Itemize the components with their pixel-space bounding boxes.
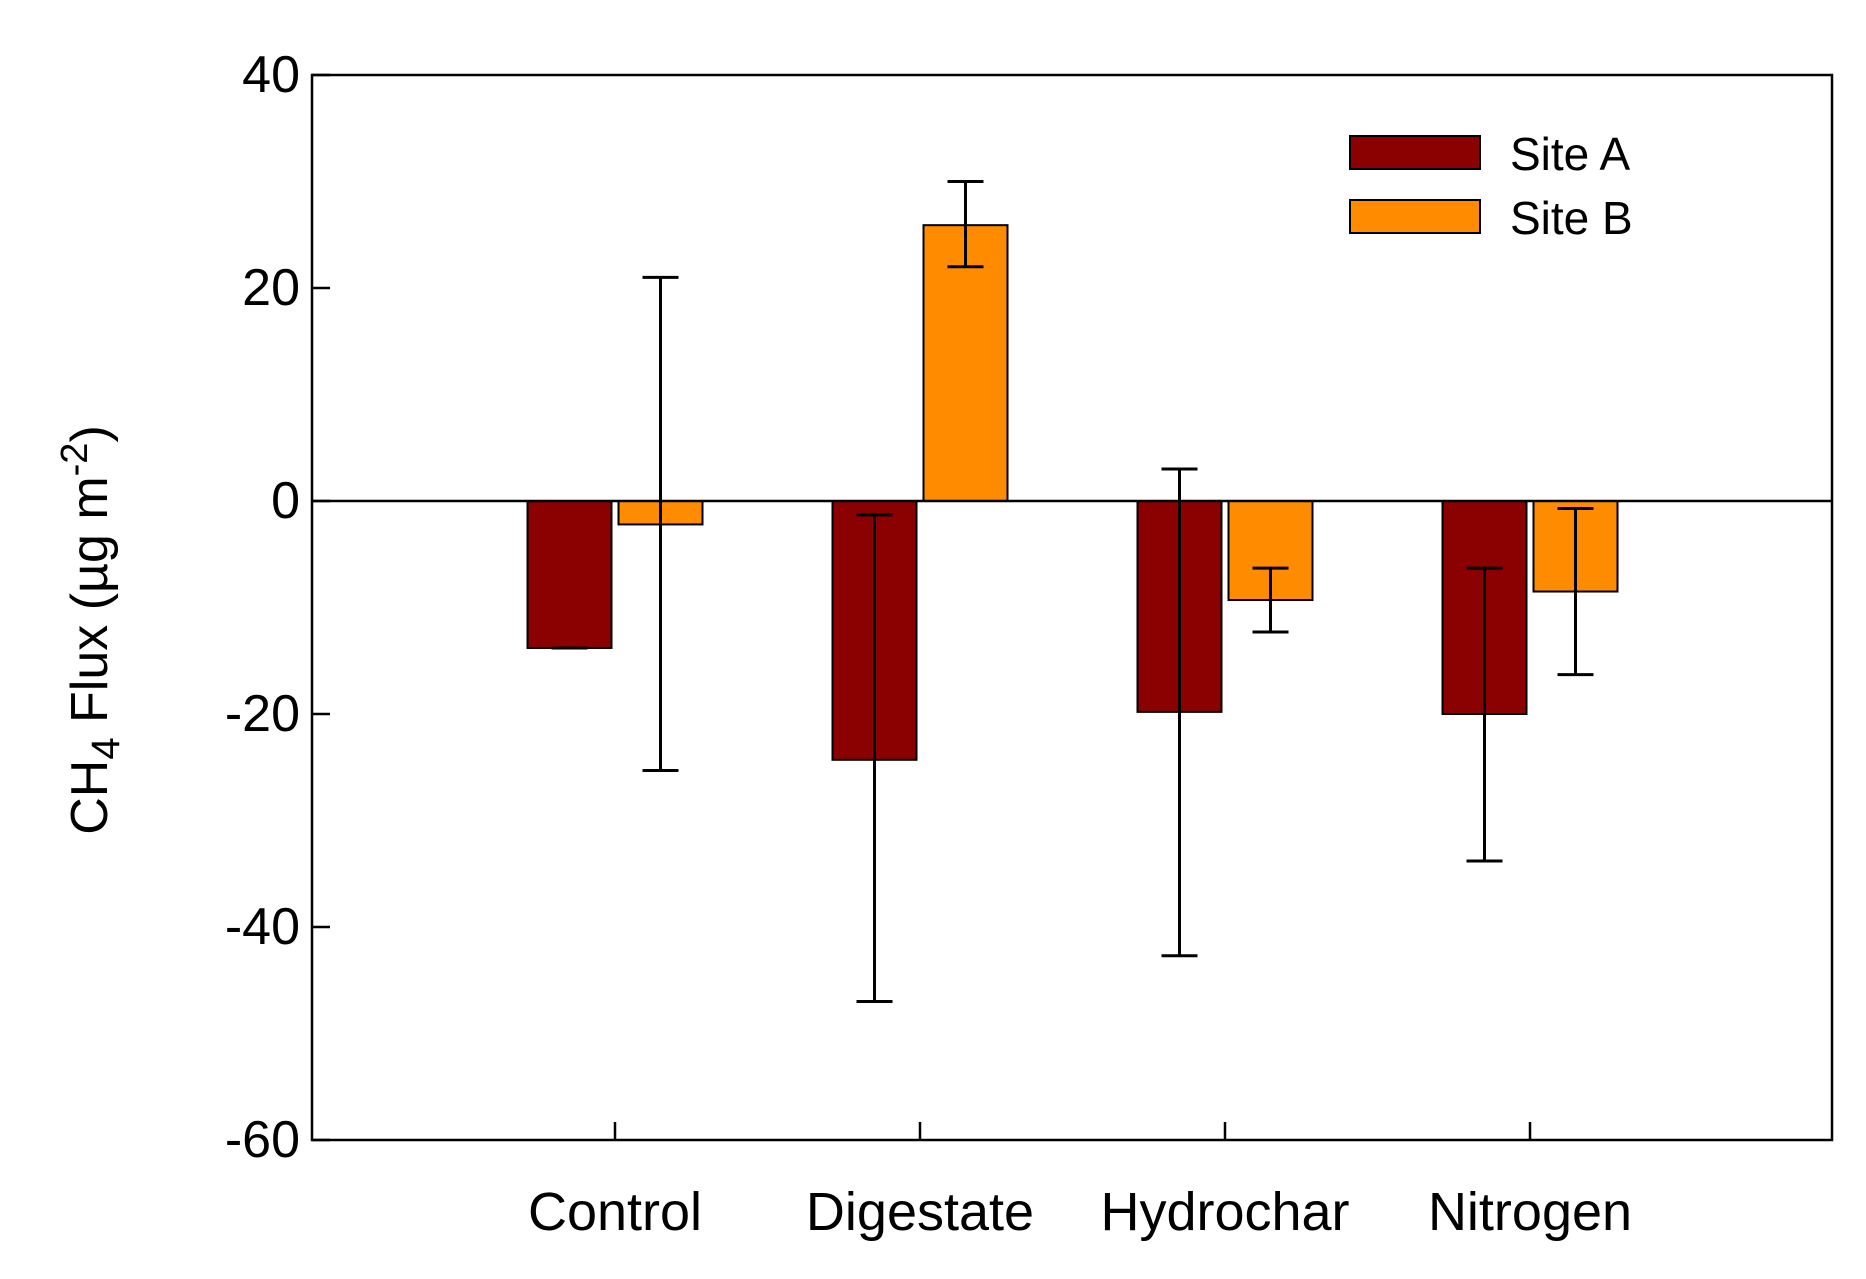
- legend-label-site-b: Site B: [1510, 192, 1633, 244]
- error-bar-site-b-digestate: [947, 180, 984, 269]
- y-axis-label: CH4 Flux (µg m-2): [54, 425, 128, 835]
- y-axis-label-superscript: -2: [54, 443, 96, 477]
- legend-label-site-a: Site A: [1510, 128, 1631, 180]
- y-tick-label-20: 20: [242, 259, 300, 317]
- legend-swatch-site-b: [1349, 199, 1481, 234]
- error-bar-site-a-nitrogen: [1466, 566, 1503, 863]
- error-bar-site-b-control: [642, 275, 679, 772]
- plot-area-frame: [310, 73, 1834, 1142]
- error-bar-site-a-digestate: [856, 513, 893, 1004]
- error-bar-site-a-hydrochar: [1161, 467, 1198, 958]
- legend: Site A Site B: [1349, 128, 1633, 244]
- bars-layer: [526, 224, 1619, 761]
- y-axis-label-middle: Flux (µg m: [61, 476, 119, 737]
- legend-swatch-site-a: [1349, 135, 1481, 170]
- error-bar-site-b-hydrochar: [1252, 566, 1289, 634]
- bar-site-a-control: [526, 500, 613, 649]
- y-tick-label-0: 0: [271, 472, 300, 530]
- x-tick-label-nitrogen: Nitrogen: [1428, 1182, 1632, 1242]
- y-axis-label-suffix: ): [61, 425, 119, 442]
- y-tick-label--20: -20: [225, 685, 300, 743]
- x-axis-ticks: Control Digestate Hydrochar Nitrogen: [528, 1122, 1632, 1242]
- y-axis-label-prefix: CH: [61, 760, 119, 835]
- x-tick-label-control: Control: [528, 1182, 702, 1242]
- error-bars-layer: [551, 180, 1594, 1004]
- x-tick-label-digestate: Digestate: [806, 1182, 1034, 1242]
- y-axis-ticks: -60 -40 -20 0 20 40: [225, 46, 330, 1169]
- x-tick-label-hydrochar: Hydrochar: [1100, 1182, 1349, 1242]
- error-bar-site-b-nitrogen: [1557, 506, 1594, 677]
- y-tick-label-40: 40: [242, 46, 300, 104]
- y-tick-label--40: -40: [225, 898, 300, 956]
- y-axis-label-subscript: 4: [84, 737, 128, 759]
- y-tick-label--60: -60: [225, 1111, 300, 1169]
